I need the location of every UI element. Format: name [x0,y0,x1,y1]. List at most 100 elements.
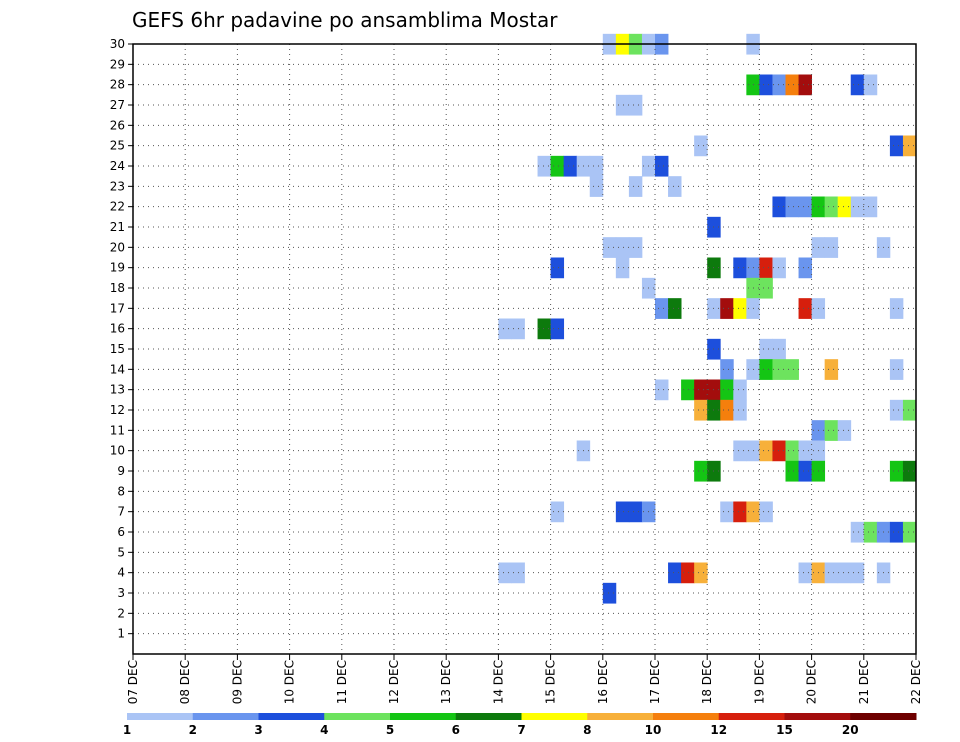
y-tick-label: 3 [117,586,125,600]
y-tick-label: 10 [110,444,125,458]
heatmap-cell [498,562,512,584]
heatmap-cell [889,298,904,319]
y-tick-label: 12 [110,403,125,417]
heatmap-cell [772,440,786,462]
heatmap-cell [602,237,617,258]
heatmap-cell [655,155,669,177]
heatmap-cell [863,74,878,96]
y-tick-label: 4 [117,566,125,580]
colorbar-segment [850,713,917,720]
heatmap-cell [824,196,839,218]
heatmap-cell [889,399,904,421]
colorbar-label: 12 [710,723,727,737]
heatmap-cell [785,440,799,462]
heatmap-cell [628,176,643,197]
heatmap-cell [733,298,747,319]
heatmap-cell [798,257,812,279]
heatmap-cell [902,521,917,543]
x-tick-label: 13 DEC [439,660,453,704]
heatmap-cell [537,155,551,177]
heatmap-cell [824,420,839,441]
heatmap-cell [889,521,904,543]
y-tick-label: 30 [110,37,125,51]
heatmap-cell [694,135,708,157]
y-tick-label: 2 [117,606,125,620]
heatmap-cell [798,74,812,96]
heatmap-cell [798,562,812,584]
y-tick-label: 1 [117,627,125,641]
y-tick-label: 9 [117,464,125,478]
colorbar-label: 4 [320,723,328,737]
heatmap-cell [628,237,643,258]
chart-title: GEFS 6hr padavine po ansamblima Mostar [132,8,558,32]
x-tick-label: 16 DEC [596,660,610,704]
heatmap-cell [824,562,839,584]
heatmap-cell [772,257,786,279]
x-tick-label: 15 DEC [544,660,558,704]
colorbar-label: 5 [386,723,394,737]
heatmap-cell [720,399,734,421]
y-tick-label: 15 [110,342,125,356]
heatmap-cell [694,460,708,482]
heatmap-cell [759,277,773,299]
heatmap-cell [759,501,773,523]
heatmap-cell [655,298,669,319]
heatmap-cell [550,318,565,340]
y-tick-label: 18 [110,281,125,295]
grid-lines [133,44,916,654]
colorbar-segment [390,713,457,720]
heatmap-cell [759,74,773,96]
colorbar-label: 8 [583,723,591,737]
heatmap-cell [733,379,747,401]
x-tick-label: 09 DEC [230,660,244,704]
colorbar: 1 2 3 4 5 6 7 8 10 12 15 20 [123,713,917,737]
x-tick-label: 18 DEC [700,660,714,704]
heatmap-cell [798,460,812,482]
heatmap-cell [733,399,747,421]
heatmap-cell [733,501,747,523]
heatmap-cell [615,257,630,279]
heatmap-cell [824,237,839,258]
heatmap-cell [759,338,773,360]
y-tick-label: 5 [117,545,125,559]
x-axis: 07 DEC 08 DEC 09 DEC 10 DEC 11 DEC 12 DEC 13 D… [126,654,923,704]
colorbar-label: 6 [452,723,460,737]
x-tick-label: 08 DEC [178,660,192,704]
heatmap-cell [694,562,708,584]
heatmap-cell [681,562,695,584]
heatmap-cell [550,155,565,177]
y-tick-label: 19 [110,261,125,275]
heatmap-cell [850,562,865,584]
colorbar-segment [455,713,522,720]
x-tick-label: 22 DEC [909,660,923,704]
y-tick-label: 17 [110,301,125,315]
colorbar-segment [258,713,325,720]
colorbar-segment [192,713,259,720]
y-tick-label: 7 [117,505,125,519]
heatmap-cell [902,135,917,157]
heatmap-cell [720,501,734,523]
x-tick-label: 21 DEC [857,660,871,704]
heatmap-cell [668,176,682,197]
heatmap-cell [798,440,812,462]
heatmap-cell [668,562,682,584]
y-tick-label: 6 [117,525,125,539]
heatmap-cell [615,501,630,523]
x-tick-label: 19 DEC [752,660,766,704]
y-tick-label: 8 [117,484,125,498]
heatmap-cell [837,420,852,441]
colorbar-label: 20 [842,723,859,737]
heatmap-cell [720,379,734,401]
heatmap-cell [772,74,786,96]
y-tick-label: 11 [110,423,125,437]
heatmap-cell [798,196,812,218]
heatmap-cell [772,338,786,360]
y-tick-label: 24 [110,159,125,173]
heatmap-cell [628,501,643,523]
colorbar-segment [653,713,720,720]
colorbar-label: 10 [645,723,662,737]
heatmap-cell [602,582,617,604]
heatmap-cell [889,135,904,157]
heatmap-cell [589,155,604,177]
